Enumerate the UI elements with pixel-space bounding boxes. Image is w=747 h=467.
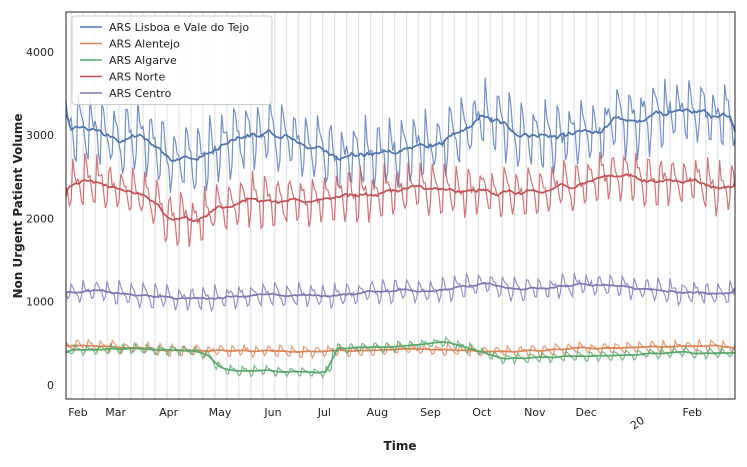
x-tick-label: Oct [472, 406, 492, 419]
x-tick-label: Mar [105, 406, 126, 419]
series-trend-line [65, 108, 736, 163]
x-tick-label: Feb [682, 406, 701, 419]
x-tick-label: Nov [524, 406, 546, 419]
series-trend-line [65, 282, 736, 300]
x-axis-title: Time [384, 439, 417, 453]
legend: ARS Lisboa e Vale do Tejo ARS Alentejo ARS… [71, 15, 273, 105]
series-trend-line [65, 341, 736, 374]
series-daily-line [65, 77, 736, 194]
x-tick-label: Sep [420, 406, 441, 419]
y-axis-title: Non Urgent Patient Volume [11, 113, 25, 298]
x-tick-label: May [209, 406, 232, 419]
series-daily-line [65, 273, 736, 313]
y-tick-label: 1000 [26, 296, 54, 309]
x-tick-label: Jun [263, 406, 281, 419]
x-tick-label: Aug [367, 406, 388, 419]
plot-frame [65, 11, 736, 400]
x-tick-label: Feb [68, 406, 87, 419]
legend-label: ARS Algarve [109, 54, 177, 67]
x-tick-label: Apr [159, 406, 179, 419]
series-trend-line [65, 173, 736, 223]
y-axis-ticks: 0 1000 2000 3000 4000 [26, 46, 54, 392]
y-tick-label: 4000 [26, 46, 54, 59]
x-tick-label: Dec [575, 406, 596, 419]
legend-label: ARS Centro [109, 87, 172, 100]
y-tick-label: 2000 [26, 212, 54, 225]
y-tick-label: 3000 [26, 129, 54, 142]
x-tick-label: Jul [317, 406, 331, 419]
series-daily-line [65, 335, 736, 380]
legend-label: ARS Norte [109, 71, 165, 84]
series-layer [65, 77, 736, 380]
series-daily-line [65, 151, 736, 248]
legend-box [71, 15, 273, 105]
legend-label: ARS Lisboa e Vale do Tejo [109, 21, 249, 34]
legend-label: ARS Alentejo [109, 38, 180, 51]
y-tick-label: 0 [47, 379, 54, 392]
